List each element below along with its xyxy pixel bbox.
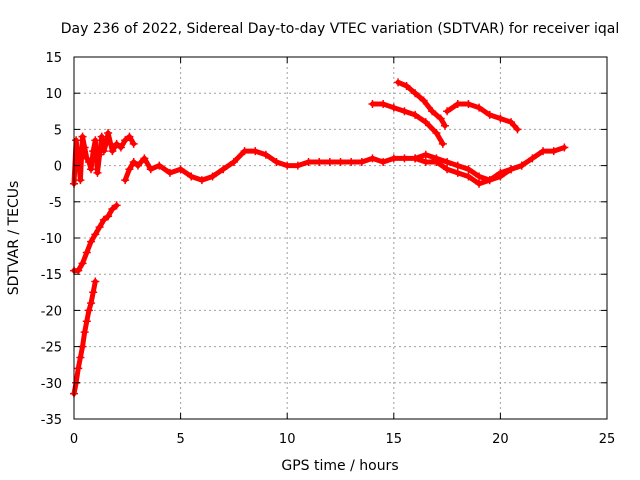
- x-tick-label: 5: [176, 432, 184, 447]
- y-tick-label: -10: [41, 232, 62, 247]
- y-tick-label: 0: [54, 160, 62, 175]
- y-tick-label: -15: [41, 268, 62, 283]
- series-early-scatter: [70, 129, 138, 188]
- x-axis-label: GPS time / hours: [281, 458, 398, 474]
- series-segment: [423, 119, 439, 136]
- y-tick-label: -5: [49, 196, 62, 211]
- y-tick-label: -25: [41, 341, 62, 356]
- data-layer: [70, 78, 569, 398]
- data-point: [517, 161, 526, 170]
- series-arc-a: [368, 100, 447, 148]
- data-point: [438, 139, 447, 148]
- series-secondary-recovery: [70, 201, 121, 275]
- series-segment: [231, 148, 248, 165]
- series-main-trace: [121, 143, 569, 185]
- series-lower-band: [411, 154, 526, 188]
- series-arc-b: [394, 78, 449, 130]
- x-tick-label: 15: [386, 432, 403, 447]
- series-arc-c: [443, 100, 522, 134]
- y-tick-label: -20: [41, 304, 62, 319]
- y-axis: -35 -30 -25 -20 -15 -10 -5 0 5 10 15: [41, 51, 607, 428]
- y-tick-label: 10: [45, 87, 62, 102]
- data-point: [91, 277, 100, 286]
- y-tick-label: 15: [45, 51, 62, 66]
- data-point: [513, 125, 522, 134]
- y-tick-label: -30: [41, 377, 62, 392]
- series-segment: [433, 130, 446, 147]
- data-point: [112, 201, 121, 210]
- data-point: [560, 143, 569, 152]
- x-tick-label: 0: [70, 432, 78, 447]
- data-point: [129, 139, 138, 148]
- y-tick-label: 5: [54, 123, 62, 138]
- x-axis: 0 5 10 15 20 25: [70, 57, 615, 447]
- x-tick-label: 25: [599, 432, 616, 447]
- x-tick-label: 20: [492, 432, 509, 447]
- chart-title: Day 236 of 2022, Sidereal Day-to-day VTE…: [61, 21, 619, 37]
- data-point: [440, 121, 449, 130]
- x-tick-label: 10: [279, 432, 296, 447]
- series-steep-recovery: [70, 277, 100, 398]
- y-tick-label: -35: [41, 413, 62, 428]
- y-axis-label: SDTVAR / TECUs: [6, 181, 22, 296]
- series-segment: [508, 119, 520, 132]
